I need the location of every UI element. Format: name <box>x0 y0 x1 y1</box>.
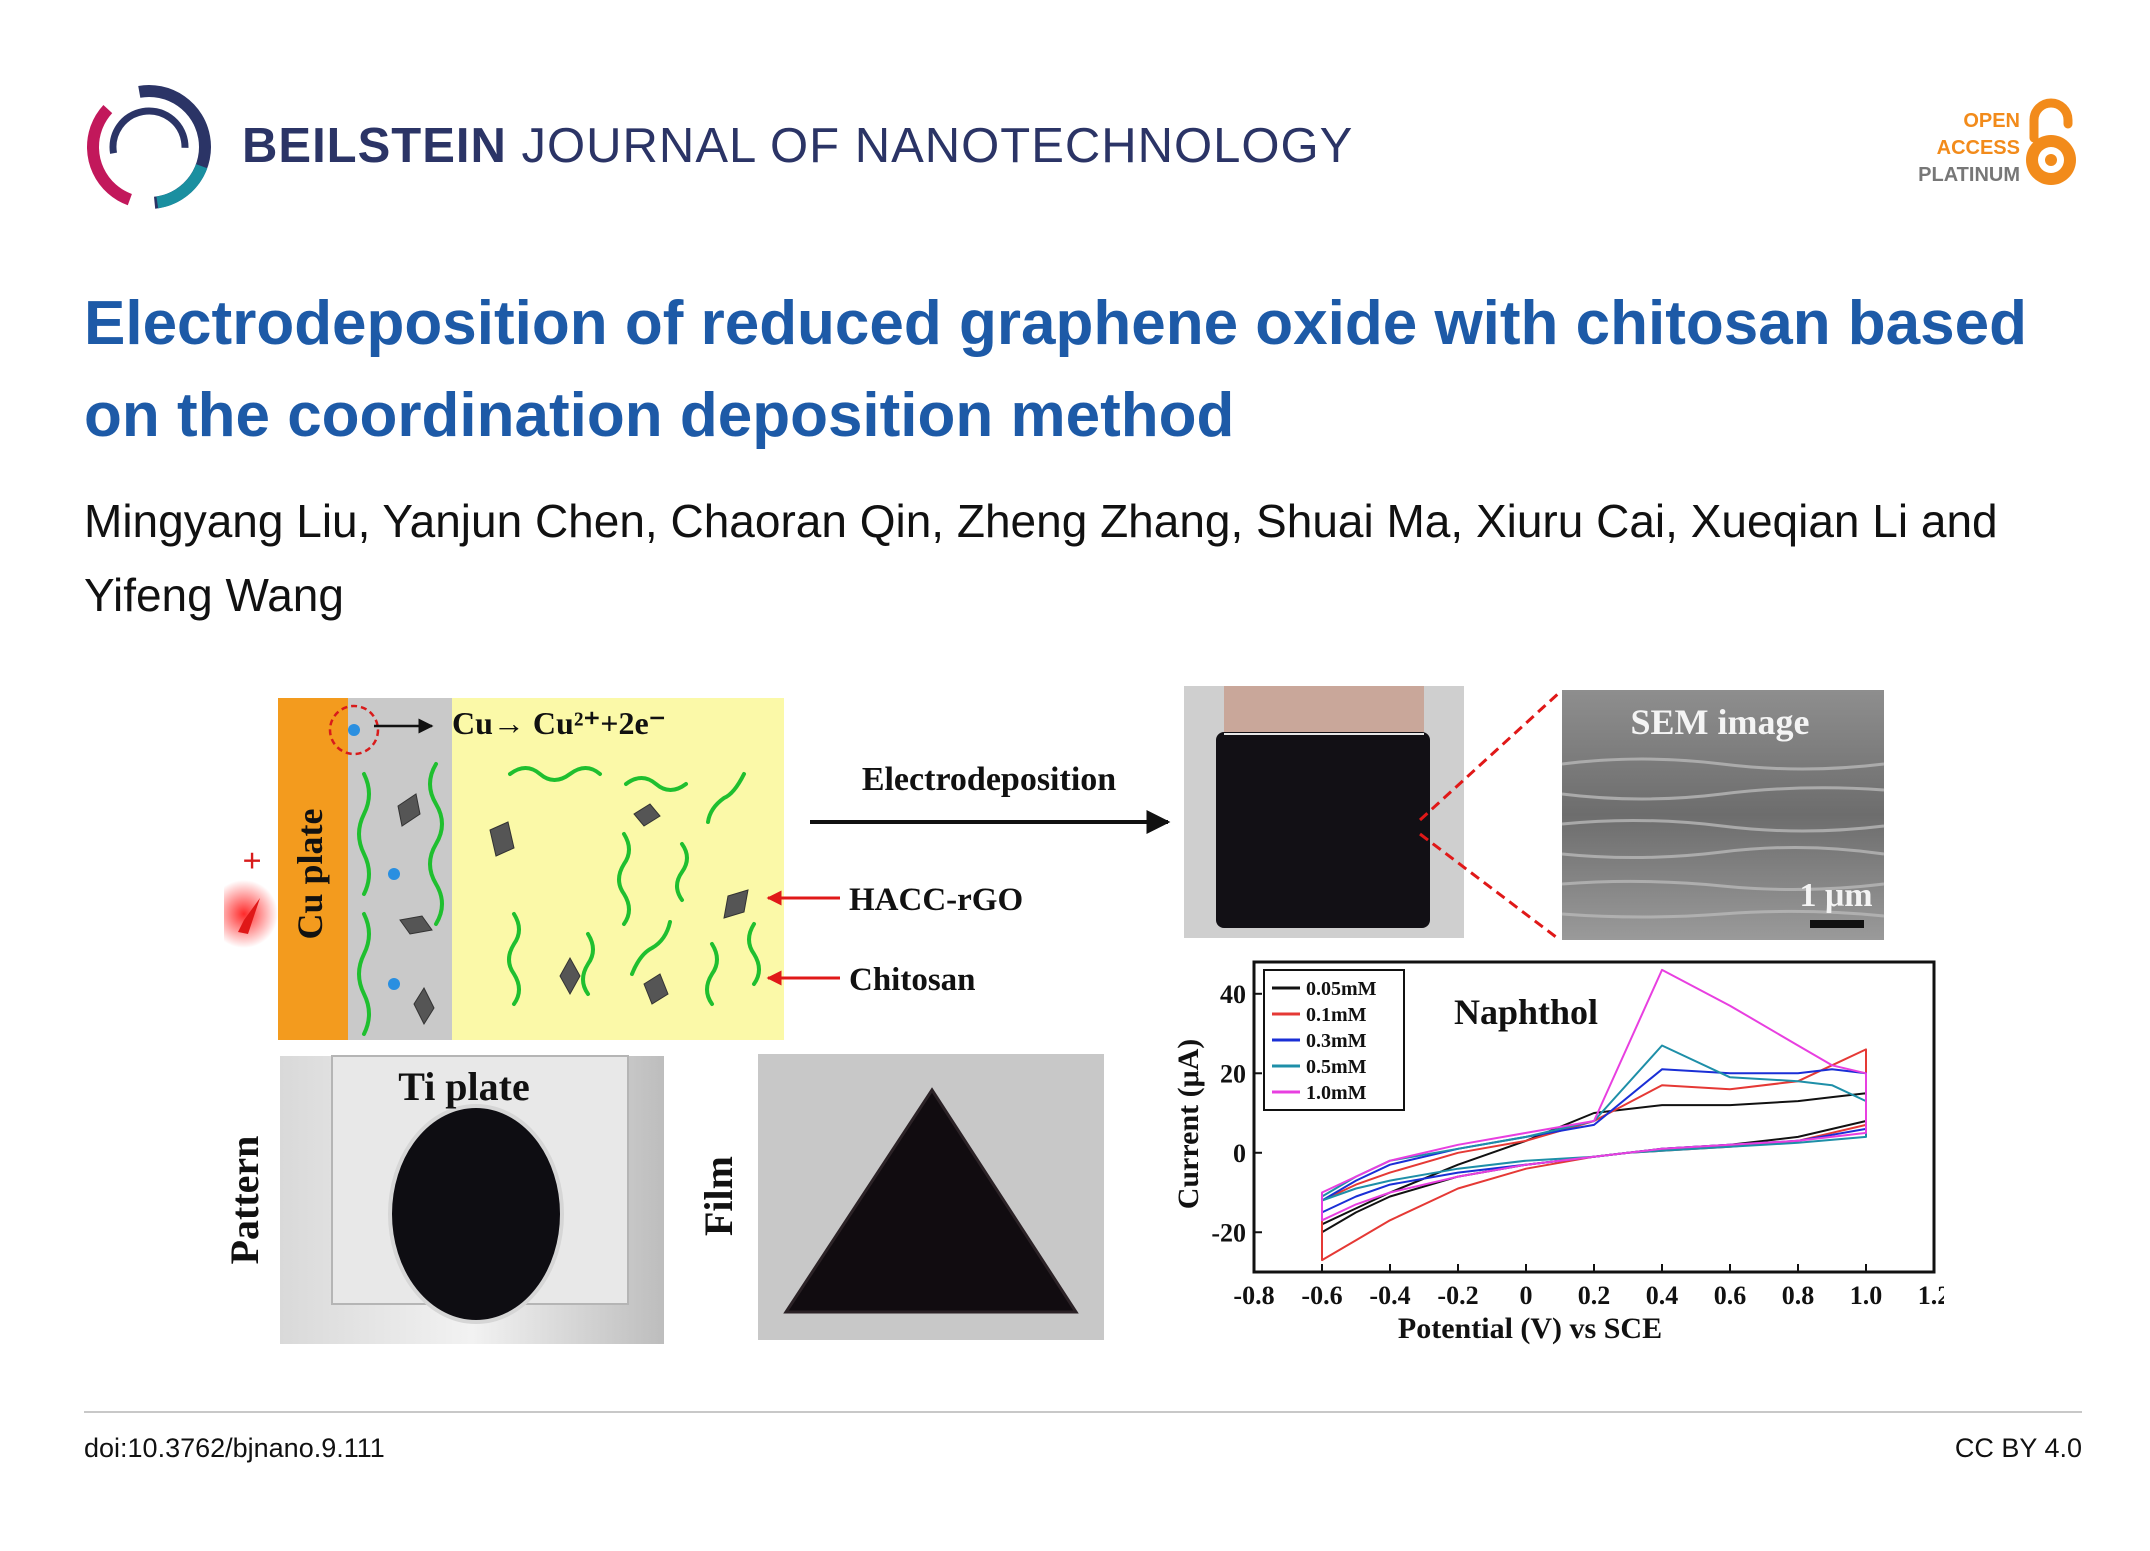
journal-name: BEILSTEIN JOURNAL OF NANOTECHNOLOGY <box>242 118 1353 174</box>
x-axis-ticks: -0.8 -0.6 -0.4 -0.2 0 0.2 0.4 0.6 0.8 1.0 1.2 <box>1233 1264 1944 1310</box>
footer-divider <box>84 1411 2082 1413</box>
electrolyte-region <box>452 698 784 1040</box>
pattern-photo: Ti plate Pattern <box>224 1055 664 1344</box>
x-tick-label: -0.8 <box>1233 1281 1274 1310</box>
chart-title: Naphthol <box>1454 992 1598 1032</box>
sem-title: SEM image <box>1631 702 1810 742</box>
reaction-site-marker <box>328 704 380 756</box>
deposition-scheme: Cu plate + Cu→ Cu²⁺+2e⁻ <box>224 698 1023 1040</box>
badge-line-platinum: PLATINUM <box>1918 164 2020 186</box>
cu-ion <box>388 868 400 880</box>
article-title: Electrodeposition of reduced graphene ox… <box>84 289 2027 450</box>
x-axis-label: Potential (V) vs SCE <box>1398 1312 1662 1345</box>
x-tick-label: 1.2 <box>1918 1281 1944 1310</box>
label-hacc-rgo: HACC-rGO <box>849 882 1023 918</box>
lightning-icon <box>238 898 260 934</box>
x-tick-label: -0.2 <box>1437 1281 1478 1310</box>
y-tick-label: 20 <box>1220 1059 1246 1088</box>
sem-scale-label: 1 μm <box>1799 877 1872 914</box>
graphical-abstract: Cu plate + Cu→ Cu²⁺+2e⁻ <box>224 686 1944 1345</box>
plus-sign: + <box>242 843 261 880</box>
film-photo: Film <box>696 1054 1104 1340</box>
x-tick-label: 0.4 <box>1646 1281 1679 1310</box>
label-chitosan: Chitosan <box>849 962 976 998</box>
journal-name-rest: JOURNAL OF NANOTECHNOLOGY <box>521 119 1354 173</box>
legend-label: 0.05mM <box>1306 978 1377 1000</box>
y-tick-label: -20 <box>1211 1218 1246 1247</box>
legend-label: 0.5mM <box>1306 1056 1367 1078</box>
x-tick-label: 0.2 <box>1578 1281 1611 1310</box>
cu-ion <box>388 978 400 990</box>
electrodeposition-arrow: Electrodeposition <box>810 761 1171 834</box>
open-lock-icon <box>2026 98 2076 185</box>
chitosan-chains <box>357 762 761 1036</box>
x-tick-label: 1.0 <box>1850 1281 1883 1310</box>
legend-label: 0.3mM <box>1306 1030 1367 1052</box>
deposited-sample-photo <box>1184 686 1464 938</box>
badge-line-open: OPEN <box>1963 110 2020 132</box>
cu-plate-label: Cu plate <box>290 808 330 939</box>
cv-chart: -0.8 -0.6 -0.4 -0.2 0 0.2 0.4 0.6 0.8 1.0 1.2 -20 0… <box>1172 960 1944 1345</box>
deposition-layer <box>348 698 452 1040</box>
sem-scale-bar <box>1810 920 1864 928</box>
legend-label: 0.1mM <box>1306 1004 1367 1026</box>
badge-line-access: ACCESS <box>1936 137 2020 159</box>
series-line-4 <box>1321 968 1867 1222</box>
article-authors: Mingyang Liu, Yanjun Chen, Chaoran Qin, … <box>84 495 1998 621</box>
x-tick-label: -0.6 <box>1301 1281 1342 1310</box>
doi-text[interactable]: doi:10.3762/bjnano.9.111 <box>84 1433 385 1463</box>
electrodeposition-label: Electrodeposition <box>862 761 1116 798</box>
sem-image: SEM image 1 μm <box>1561 690 1885 940</box>
journal-logo <box>87 85 211 209</box>
reaction-equation: Cu→ Cu²⁺+2e⁻ <box>452 705 666 741</box>
y-axis-ticks: -20 0 20 40 <box>1211 980 1262 1247</box>
x-tick-label: 0 <box>1520 1281 1533 1310</box>
x-tick-label: 0.6 <box>1714 1281 1747 1310</box>
x-tick-label: 0.8 <box>1782 1281 1815 1310</box>
legend-label: 1.0mM <box>1306 1082 1367 1104</box>
pattern-label: Pattern <box>224 1136 267 1265</box>
journal-name-bold: BEILSTEIN <box>242 119 507 173</box>
cu-plate <box>278 698 348 1040</box>
series-lines <box>1321 968 1867 1262</box>
chart-legend: 0.05mM 0.1mM 0.3mM 0.5mM 1.0mM <box>1263 969 1405 1111</box>
y-tick-label: 0 <box>1233 1139 1246 1168</box>
film-label: Film <box>696 1156 741 1236</box>
hacc-rgo-flakes <box>397 793 749 1026</box>
x-tick-label: -0.4 <box>1369 1281 1410 1310</box>
open-access-badge: OPEN ACCESS PLATINUM <box>1918 108 2020 189</box>
y-axis-label: Current (μA) <box>1172 1039 1205 1210</box>
y-tick-label: 40 <box>1220 980 1246 1009</box>
ti-plate-label: Ti plate <box>398 1064 530 1109</box>
series-line-0 <box>1321 1092 1867 1234</box>
license-text[interactable]: CC BY 4.0 <box>1954 1433 2082 1463</box>
